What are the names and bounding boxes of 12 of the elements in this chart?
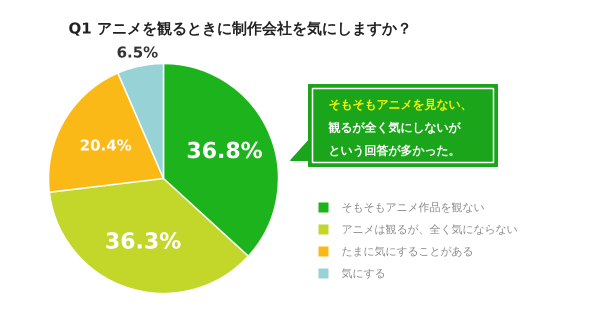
chart-title: Q1 アニメを観るときに制作会社を気にしますか？ (68, 20, 412, 38)
data-label: 36.3% (104, 230, 182, 254)
legend-label: アニメは観るが、全く気にならない (342, 223, 518, 236)
data-label: 36.8% (186, 139, 263, 164)
data-label: 6.5% (116, 43, 158, 62)
text: という回答が多かった。 (328, 144, 460, 158)
legend-label: たまに気にすることがある (342, 245, 474, 258)
legend-label: 気にする (342, 267, 386, 280)
text: そもそもアニメを見ない、 (328, 98, 472, 112)
text: 観るが全く気にしないが (328, 120, 462, 134)
legend-label: そもそもアニメ作品を観ない (342, 201, 484, 214)
data-label: 20.4% (80, 136, 132, 154)
